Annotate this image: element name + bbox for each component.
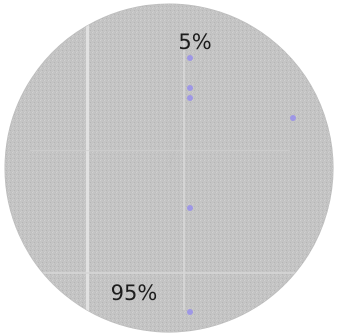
- dots-layer: [187, 55, 296, 315]
- marker-dot: [187, 309, 193, 315]
- labels-layer: 5% 95%: [111, 30, 212, 305]
- marker-dot: [187, 205, 193, 211]
- marker-dot: [187, 85, 193, 91]
- marker-dot: [290, 115, 296, 121]
- marker-dot: [187, 95, 193, 101]
- marker-dot: [187, 55, 193, 61]
- slice-label-large: 95%: [111, 281, 158, 305]
- slice-label-small: 5%: [178, 30, 211, 54]
